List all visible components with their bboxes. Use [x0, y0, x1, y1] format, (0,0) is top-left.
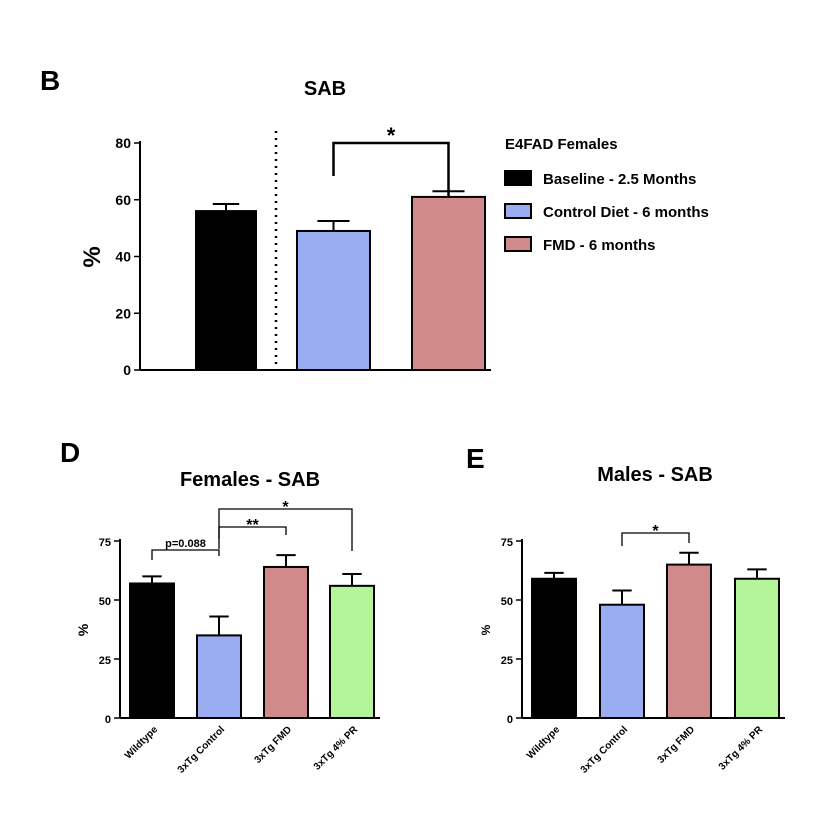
panel-letter-e: E	[466, 443, 485, 474]
chart-d: Females - SAB% 0 25 50 75 Wildtype 3xTg Contro…	[75, 469, 380, 776]
y-tick-label: 0	[105, 714, 111, 726]
chart-title: Males - SAB	[597, 464, 713, 486]
legend-swatch	[504, 170, 532, 186]
category-label: 3xTg 4% PR	[312, 724, 361, 773]
significance-label: p=0.088	[165, 538, 206, 550]
y-tick-label: 25	[99, 655, 111, 667]
bar-3	[666, 563, 712, 719]
category-label: 3xTg FMD	[253, 724, 295, 766]
category-label: Wildtype	[123, 724, 160, 761]
bar-4	[734, 577, 780, 720]
panel-letter-d: D	[60, 437, 80, 468]
y-tick-label: 20	[115, 305, 131, 321]
y-tick-label: 75	[99, 537, 111, 549]
legend-swatch	[504, 203, 532, 219]
bar-3	[411, 195, 486, 371]
significance-bracket	[332, 141, 450, 198]
category-label: 3xTg 4% PR	[717, 724, 766, 773]
y-tick-label: 50	[99, 596, 111, 608]
panel-letter-b: B	[40, 65, 60, 96]
significance-label: *	[652, 523, 659, 540]
chart-b: SAB% 0 20 40 60 80 * E4FAD Females Baseline - 2.…	[79, 78, 709, 378]
chart-title: Females - SAB	[180, 469, 320, 491]
bar-3	[263, 565, 309, 720]
bar-1	[129, 582, 175, 719]
significance-label: **	[246, 517, 259, 534]
y-axis-label: %	[479, 624, 493, 635]
y-tick-label: 80	[115, 135, 131, 151]
significance-label: *	[387, 123, 396, 148]
category-label: 3xTg Control	[579, 724, 631, 776]
legend-label: Baseline - 2.5 Months	[543, 171, 696, 188]
significance-label: *	[282, 499, 289, 516]
bar-2	[599, 603, 645, 719]
bar-2	[196, 634, 242, 720]
y-tick-label: 50	[501, 596, 513, 608]
legend-swatch	[504, 236, 532, 252]
y-tick-label: 40	[115, 249, 131, 265]
bar-2	[296, 229, 371, 371]
significance-bracket	[218, 508, 353, 551]
bar-1	[195, 210, 257, 371]
legend-label: FMD - 6 months	[543, 237, 656, 254]
legend-title: E4FAD Females	[505, 136, 618, 153]
y-axis-label: %	[79, 246, 106, 267]
category-label: 3xTg FMD	[656, 724, 698, 766]
category-label: Wildtype	[525, 724, 562, 761]
significance-bracket	[621, 532, 690, 546]
y-tick-label: 75	[501, 537, 513, 549]
y-tick-label: 0	[123, 362, 131, 378]
significance-bracket	[151, 549, 220, 560]
chart-title: SAB	[304, 78, 346, 100]
bar-1	[531, 577, 577, 720]
y-tick-label: 60	[115, 192, 131, 208]
chart-e: Males - SAB% 0 25 50 75 Wildtype 3xTg Control 3…	[479, 464, 785, 776]
category-label: 3xTg Control	[176, 724, 228, 776]
y-axis-label: %	[75, 623, 91, 636]
legend-label: Control Diet - 6 months	[543, 204, 709, 221]
bar-4	[329, 584, 375, 720]
y-tick-label: 25	[501, 655, 513, 667]
y-tick-label: 0	[507, 714, 513, 726]
